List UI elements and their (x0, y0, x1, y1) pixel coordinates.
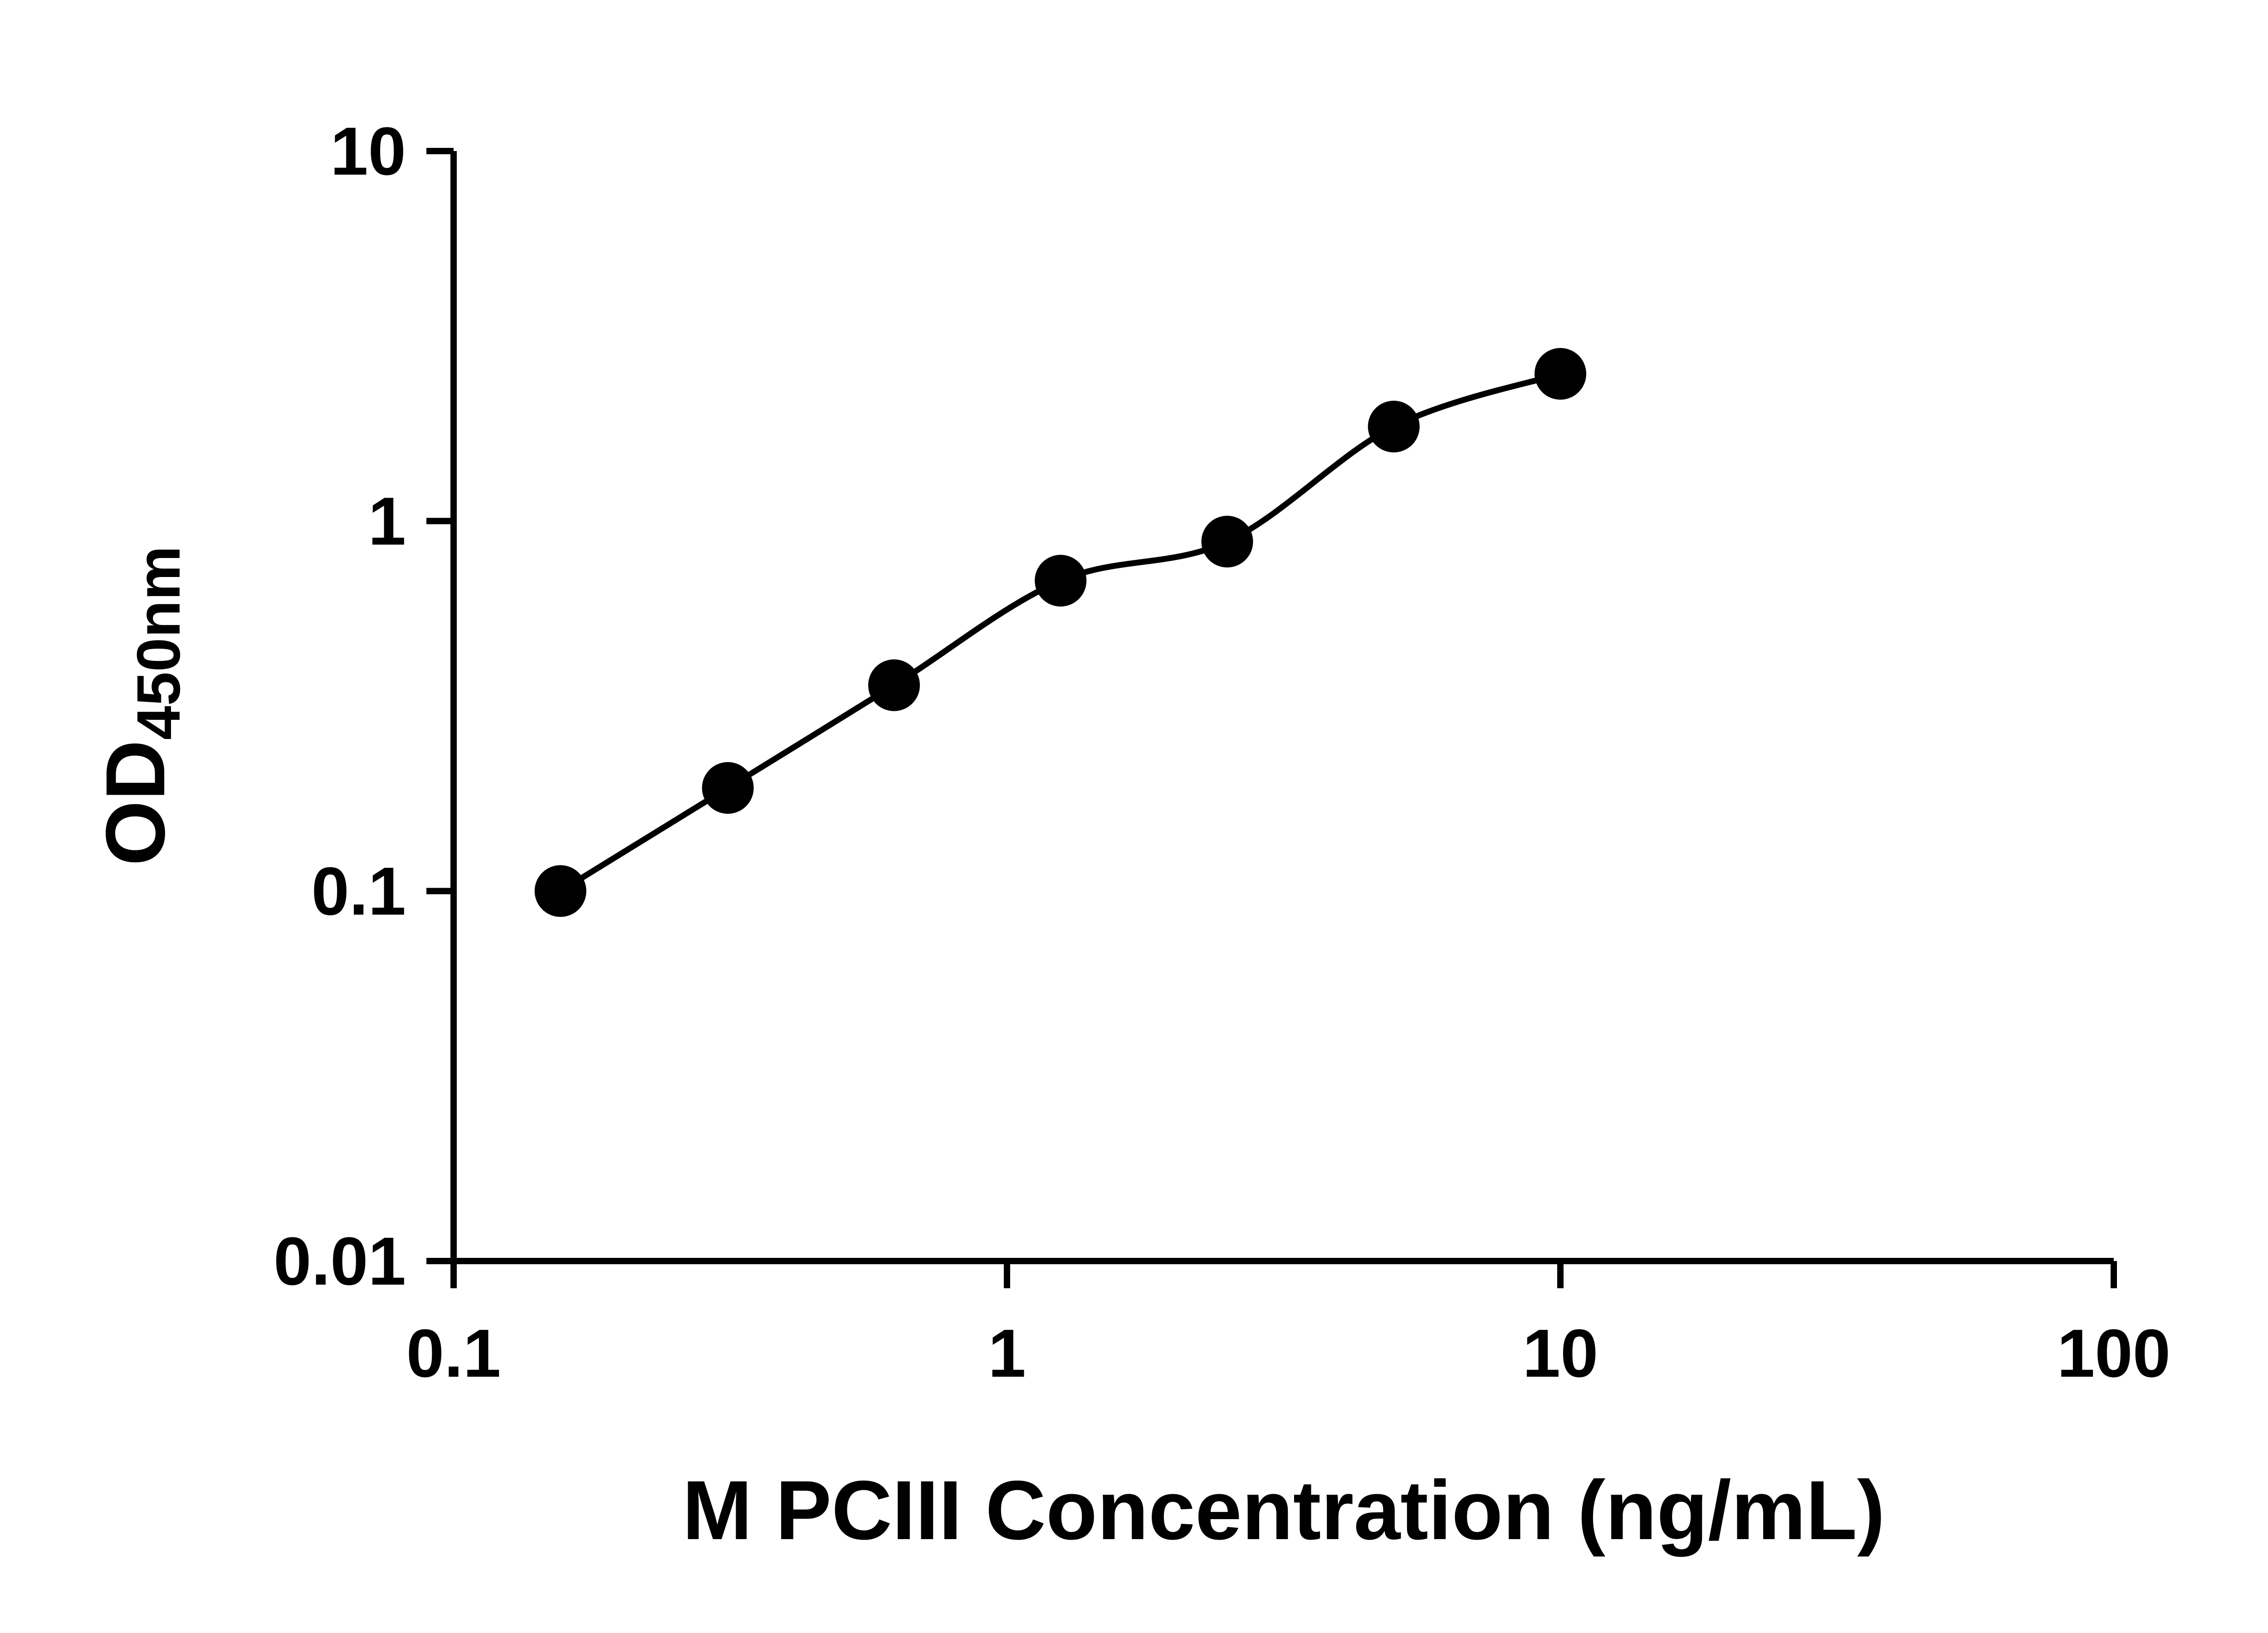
data-point-0 (534, 865, 587, 917)
data-point-5 (1368, 401, 1420, 453)
fit-curve (559, 371, 1561, 894)
x-tick-label: 10 (1523, 1315, 1598, 1391)
y-axis-title-main: OD (89, 740, 183, 866)
x-tick-label: 0.1 (406, 1315, 501, 1391)
y-tick-label: 0.01 (274, 1223, 406, 1299)
y-axis-title: OD450nm (88, 546, 194, 865)
axis-spines (450, 151, 2114, 1264)
y-axis-title-subscript: 450nm (124, 546, 193, 740)
data-point-4 (1201, 516, 1253, 567)
x-axis-title: M PCIII Concentration (ng/mL) (682, 1464, 1885, 1557)
data-point-1 (702, 762, 754, 814)
data-point-6 (1535, 348, 1586, 400)
data-point-2 (868, 659, 920, 711)
x-tick-label: 1 (988, 1315, 1026, 1391)
x-tick-label: 100 (2057, 1315, 2170, 1391)
y-tick-label: 0.1 (311, 853, 406, 929)
data-point-3 (1035, 555, 1087, 607)
y-tick-label: 1 (368, 483, 406, 559)
y-tick-label: 10 (330, 113, 406, 189)
